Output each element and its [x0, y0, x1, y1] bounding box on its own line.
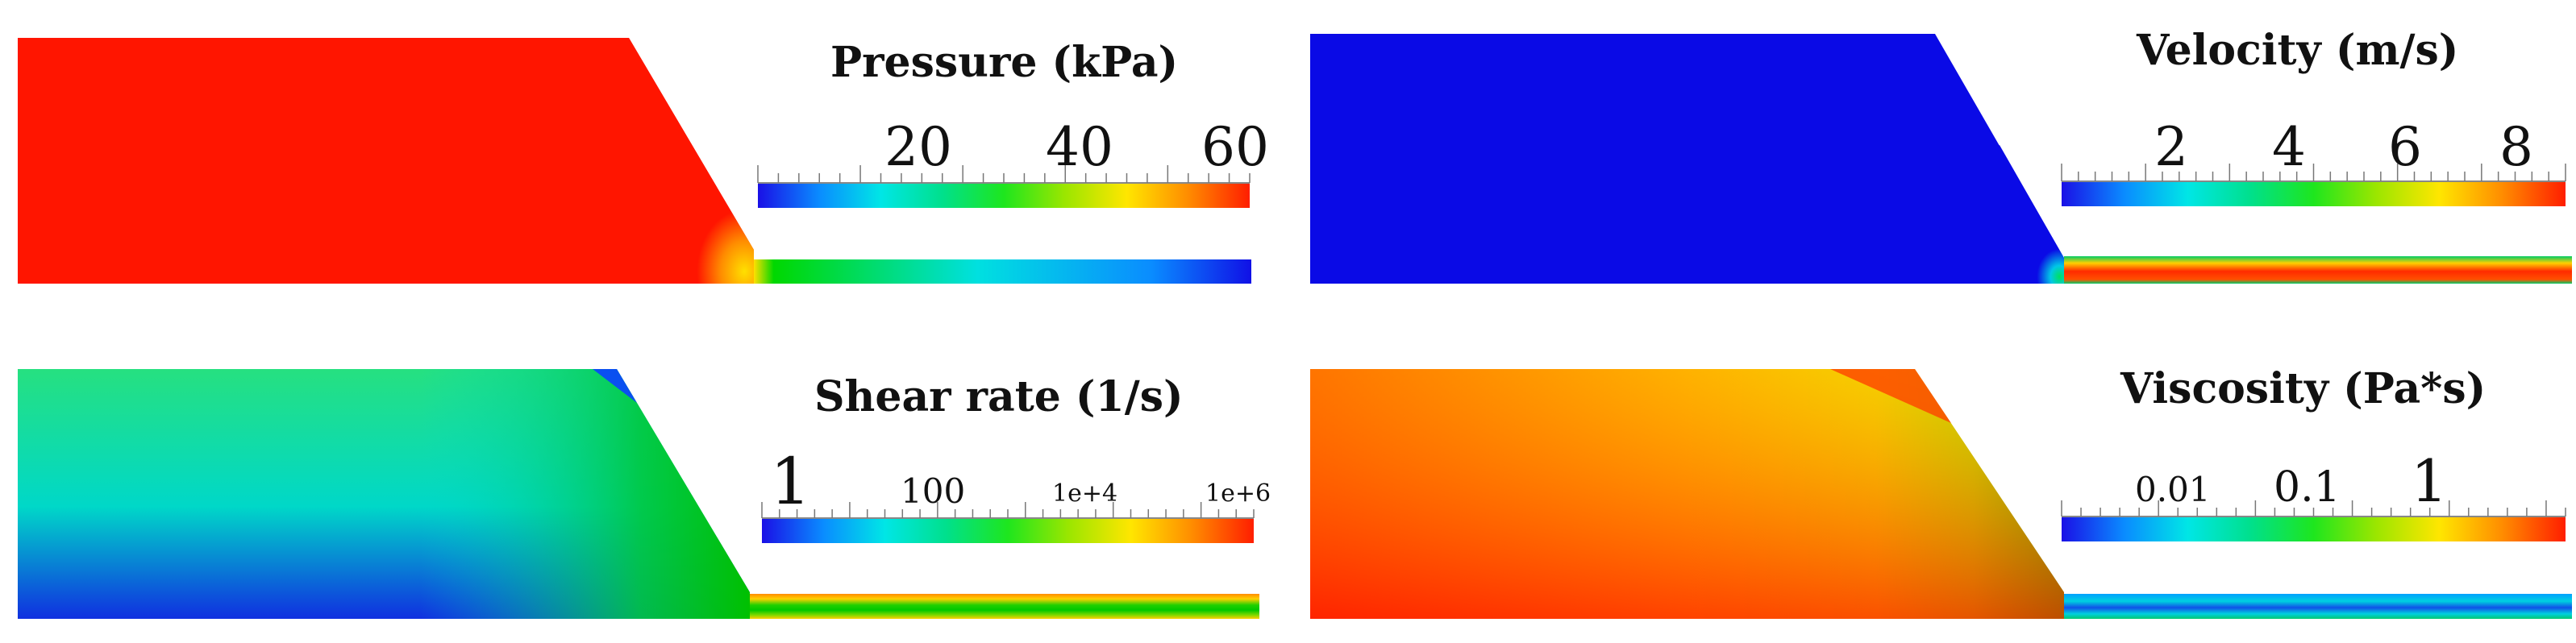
viscosity-field-channel: [2064, 594, 2572, 619]
shear-tick-1: 1: [770, 444, 811, 519]
pressure-colorbar: 20 40 60: [757, 116, 1269, 208]
pressure-tick-60: 60: [1201, 116, 1269, 178]
pressure-field-reservoir: [18, 38, 754, 284]
viscosity-panel: Viscosity (Pa*s) 0.01 0.1 1: [1310, 364, 2572, 619]
viscosity-colorbar-gradient: [2062, 517, 2566, 541]
pressure-tick-40: 40: [1046, 116, 1113, 178]
colorbar-minor-ticks: [757, 165, 1251, 184]
colorbar-minor-ticks: [2061, 164, 2566, 182]
shear-colorbar-gradient: [762, 519, 1254, 543]
velocity-colorbar: 2 4 6 8: [2061, 116, 2566, 206]
shear-field-corner: [593, 369, 637, 403]
pressure-tick-20: 20: [884, 116, 952, 178]
viscosity-tick-1: 1: [2411, 447, 2448, 515]
shear-tick-1e6: 1e+6: [1205, 479, 1271, 508]
viscosity-tick-0-1: 0.1: [2274, 463, 2341, 512]
colorbar-minor-ticks: [2061, 500, 2566, 517]
velocity-field-contraction: [1951, 145, 2064, 284]
colorbar-minor-ticks: [761, 502, 1255, 519]
pressure-title: Pressure (kPa): [830, 38, 1178, 87]
viscosity-title: Viscosity (Pa*s): [2120, 364, 2486, 413]
pressure-colorbar-gradient: [758, 184, 1250, 208]
velocity-field-channel: [2064, 256, 2572, 284]
velocity-tick-2: 2: [2154, 116, 2188, 178]
velocity-panel: Velocity (m/s) 2 4 6 8: [1310, 26, 2572, 284]
shear-rate-panel: Shear rate (1/s) 1 100 1e+4 1e+6: [18, 369, 1271, 619]
shear-rate-title: Shear rate (1/s): [814, 372, 1184, 421]
shear-tick-1e4: 1e+4: [1052, 479, 1117, 508]
velocity-title: Velocity (m/s): [2136, 26, 2458, 75]
viscosity-colorbar: 0.01 0.1 1: [2061, 447, 2566, 541]
viscosity-field-vertical-blend: [1310, 369, 2064, 619]
viscosity-tick-0-01: 0.01: [2135, 470, 2211, 509]
shear-tick-100: 100: [901, 471, 965, 511]
pressure-panel: Pressure (kPa) 20 40 60: [18, 38, 1269, 284]
velocity-tick-4: 4: [2272, 116, 2306, 178]
pressure-field-contraction: [564, 38, 754, 284]
viscosity-field-top-corner: [1830, 369, 1951, 423]
shear-field-right-blend: [18, 369, 750, 619]
velocity-tick-8: 8: [2499, 116, 2533, 178]
pressure-field-channel: [754, 259, 1251, 284]
velocity-colorbar-gradient: [2062, 182, 2566, 206]
shear-field-channel: [750, 594, 1259, 619]
shear-rate-colorbar: 1 100 1e+4 1e+6: [761, 444, 1271, 543]
velocity-field-reservoir: [1310, 34, 2064, 284]
velocity-tick-6: 6: [2388, 116, 2422, 178]
